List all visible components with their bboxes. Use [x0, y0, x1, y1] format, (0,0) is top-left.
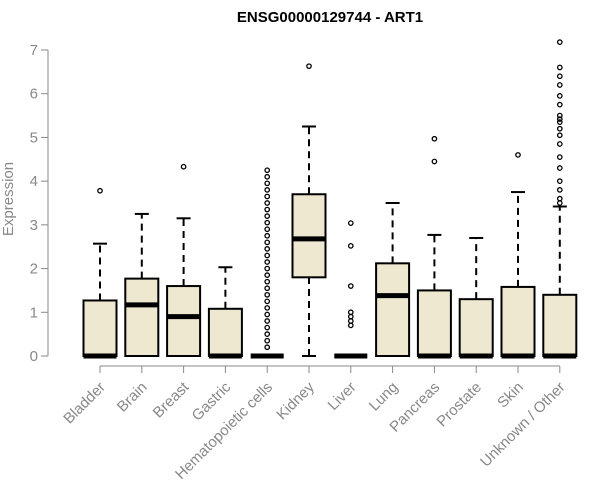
outlier-point [264, 200, 271, 206]
outlier-point [306, 63, 312, 70]
outlier-point [264, 187, 271, 193]
y-axis-label: Expression [0, 162, 17, 236]
outlier-point [556, 195, 563, 202]
outlier-point [556, 82, 563, 88]
outlier-point [556, 165, 563, 171]
outlier-point [264, 226, 271, 233]
x-tick-label: Kidney [273, 378, 318, 423]
outlier-point [264, 206, 271, 213]
outlier-point [264, 180, 271, 187]
box-kidney [291, 63, 327, 357]
outlier-point [264, 305, 271, 311]
outlier-point [556, 93, 563, 99]
box-iqr [500, 285, 536, 357]
box-unknown-other [542, 39, 578, 359]
outlier-point [180, 163, 187, 170]
box-bladder [82, 187, 118, 359]
outlier-point [264, 285, 271, 292]
x-tick-label: Brain [114, 379, 151, 416]
outlier-point [264, 246, 271, 252]
x-tick-label: Breast [150, 378, 193, 421]
y-tick-label: 3 [30, 217, 38, 234]
outlier-point [556, 116, 563, 122]
outlier-point [264, 311, 271, 318]
outlier-point [556, 132, 563, 139]
outlier-point [556, 39, 563, 45]
boxes [82, 39, 578, 359]
outlier-point [264, 219, 271, 226]
y-tick-label: 5 [30, 129, 38, 146]
outlier-point [556, 73, 563, 80]
outlier-point [264, 193, 271, 200]
x-tick-label: Liver [325, 379, 360, 414]
box-hematopoietic-cells [250, 167, 284, 359]
outlier-point [264, 272, 271, 278]
outlier-point [556, 141, 563, 147]
outlier-point [264, 278, 271, 285]
outlier-point [264, 324, 271, 331]
outlier-point [556, 64, 563, 71]
box-iqr [291, 193, 327, 279]
y-tick-label: 7 [30, 42, 38, 59]
outlier-point [515, 152, 521, 158]
outlier-point [431, 135, 438, 142]
outlier-point [264, 291, 271, 298]
outlier-point [556, 112, 563, 119]
outlier-point [556, 101, 563, 108]
outlier-point [264, 213, 271, 219]
outlier-point [264, 167, 271, 174]
box-iqr [375, 262, 411, 357]
outlier-point [97, 187, 103, 194]
y-tick-label: 4 [30, 173, 38, 190]
outlier-point [347, 220, 354, 226]
outlier-point [556, 119, 563, 125]
x-tick-label: Prostate [433, 379, 485, 431]
outlier-point [556, 187, 563, 193]
box-iqr [124, 277, 160, 357]
box-gastric [207, 266, 243, 359]
outlier-point [264, 337, 271, 344]
x-tick-label: Skin [494, 379, 527, 412]
outlier-point [264, 232, 271, 239]
box-iqr [416, 289, 452, 357]
box-liver [334, 220, 368, 359]
box-iqr [207, 307, 243, 358]
x-tick-label: Bladder [60, 379, 109, 428]
outlier-point [347, 242, 354, 249]
outlier-point [264, 318, 271, 324]
x-tick-label: Lung [366, 379, 402, 415]
box-iqr [542, 293, 578, 357]
box-iqr [166, 285, 202, 357]
y-tick-label: 6 [30, 86, 38, 103]
box-skin [500, 152, 536, 359]
outlier-point [264, 344, 271, 351]
outlier-point [264, 239, 271, 246]
outlier-point [264, 259, 271, 265]
box-prostate [458, 236, 494, 359]
box-pancreas [416, 135, 452, 359]
box-iqr [458, 298, 494, 357]
outlier-point [431, 158, 438, 165]
outlier-point [556, 178, 563, 184]
y-tick-label: 2 [30, 261, 38, 278]
outlier-point [264, 173, 271, 180]
y-tick-label: 0 [30, 348, 38, 365]
outlier-point [264, 265, 271, 272]
outlier-point [264, 298, 271, 305]
box-brain [124, 212, 160, 357]
outlier-point [556, 154, 563, 160]
outlier-point [264, 331, 271, 337]
box-lung [375, 202, 411, 357]
box-breast [166, 163, 202, 357]
outlier-point [556, 125, 563, 132]
outlier-point [264, 252, 271, 259]
outlier-point [347, 283, 354, 289]
y-axis: 0 1 2 3 4 5 6 7 [30, 42, 49, 365]
chart-title: ENSG00000129744 - ART1 [237, 9, 423, 26]
y-tick-label: 1 [30, 304, 38, 321]
box-iqr [82, 299, 118, 357]
outlier-point [347, 309, 354, 316]
